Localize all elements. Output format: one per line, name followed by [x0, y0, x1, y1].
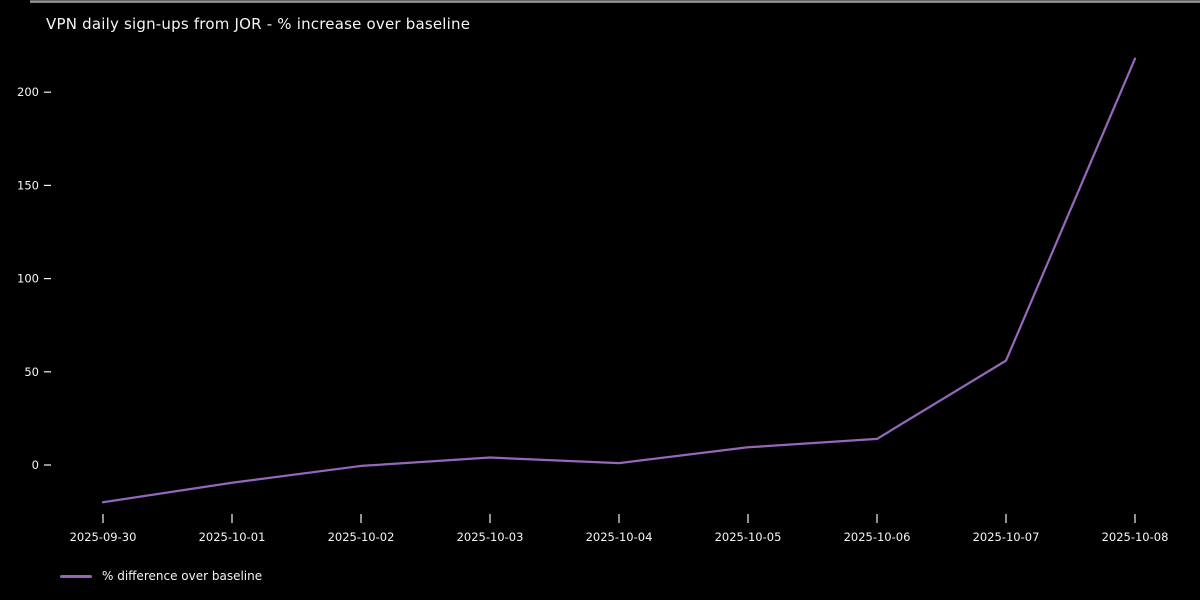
- x-tick-label: 2025-10-04: [586, 530, 653, 544]
- x-tick-label: 2025-10-03: [457, 530, 524, 544]
- series-line: [101, 57, 1137, 504]
- x-tick-label: 2025-10-02: [328, 530, 395, 544]
- x-tick-label: 2025-10-08: [1102, 530, 1169, 544]
- y-tick-label: 50: [24, 365, 39, 379]
- x-tick-label: 2025-09-30: [70, 530, 137, 544]
- legend-line-swatch: [60, 574, 92, 578]
- y-tick-label: 0: [32, 458, 39, 472]
- x-tick-label: 2025-10-06: [844, 530, 911, 544]
- y-tick-label: 150: [17, 178, 39, 192]
- x-tick-label: 2025-10-07: [973, 530, 1040, 544]
- legend-label: % difference over baseline: [102, 569, 263, 583]
- legend: % difference over baseline: [60, 569, 262, 583]
- y-tick-label: 100: [17, 272, 39, 286]
- window-top-edge: [30, 0, 1200, 3]
- x-tick-label: 2025-10-01: [199, 530, 266, 544]
- x-tick-label: 2025-10-05: [715, 530, 782, 544]
- y-tick-label: 200: [17, 85, 39, 99]
- chart-title: VPN daily sign-ups from JOR - % increase…: [46, 15, 471, 33]
